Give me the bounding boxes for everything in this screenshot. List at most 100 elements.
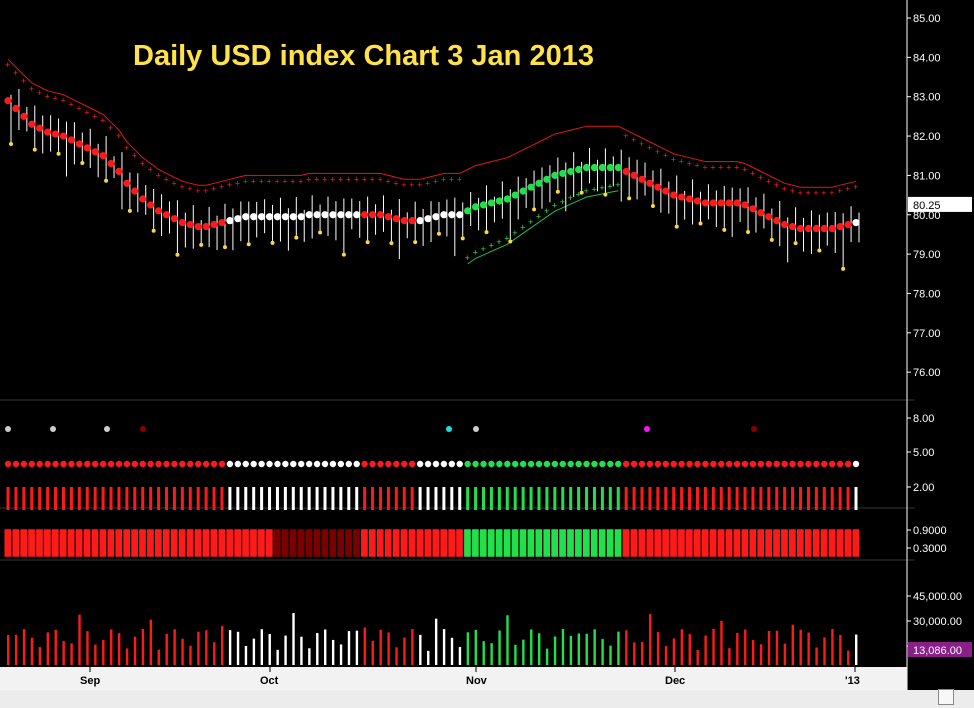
volume-bar (593, 629, 596, 665)
status-dot (805, 460, 812, 468)
volume-bar (395, 647, 398, 665)
signal-dot (484, 230, 489, 235)
signal-dot (841, 266, 846, 271)
stop-plus: + (671, 155, 676, 165)
status-dot (123, 460, 131, 468)
trend-dot (685, 195, 694, 203)
volume-bar (577, 633, 581, 665)
status-dot (432, 460, 440, 468)
trend-dot (781, 220, 789, 229)
panel-tick-label: 8.00 (913, 413, 934, 425)
trend-dot (131, 187, 139, 195)
trend-dot (250, 213, 258, 221)
stop-plus: + (766, 176, 771, 186)
stop-plus: + (195, 186, 200, 196)
status-bar (854, 487, 858, 510)
status-bar (339, 487, 343, 510)
trend-dot (281, 213, 289, 221)
stop-plus: + (76, 104, 81, 114)
volume-bar (553, 636, 557, 665)
volume-bar (625, 630, 628, 665)
status-dot (408, 460, 416, 468)
oscillator-block (416, 528, 424, 558)
signal-dot (579, 190, 584, 195)
stop-plus: + (116, 131, 121, 141)
stop-plus: + (813, 188, 818, 198)
status-bar (775, 487, 779, 510)
trend-dot (812, 224, 820, 233)
date-tick-label: Dec (665, 675, 685, 687)
oscillator-block (3, 528, 12, 558)
oscillator-block (408, 528, 416, 558)
volume-bar (30, 637, 34, 665)
signal-marker (104, 426, 110, 432)
oscillator-block (804, 528, 813, 558)
status-bar (545, 487, 549, 510)
stop-plus: + (132, 151, 137, 161)
volume-bar (379, 629, 382, 665)
stop-plus: + (108, 123, 113, 133)
oscillator-block (352, 528, 361, 558)
status-bar (489, 487, 493, 510)
volume-bar (54, 629, 57, 665)
signal-dot (746, 230, 751, 235)
panel-tick-label: 45,000.00 (913, 591, 962, 603)
status-bar (14, 487, 18, 510)
trend-dot (59, 132, 68, 140)
oscillator-block (511, 528, 519, 558)
stop-plus: + (465, 253, 470, 263)
status-dot (781, 460, 788, 468)
volume-bar (506, 615, 509, 665)
stop-plus: + (354, 174, 359, 184)
oscillator-block (162, 528, 171, 558)
volume-bar (220, 626, 224, 665)
volume-bar (419, 634, 422, 665)
oscillator-block (210, 528, 218, 558)
scroll-thumb[interactable] (938, 689, 954, 705)
oscillator-block (241, 528, 250, 558)
status-bar (442, 487, 446, 510)
oscillator-block (273, 528, 282, 558)
oscillator-block (11, 528, 20, 558)
volume-bar (434, 618, 438, 665)
volume-bar (759, 644, 763, 665)
horizontal-scrollbar[interactable] (0, 690, 974, 708)
volume-bar (46, 632, 50, 665)
status-dot (353, 460, 360, 468)
status-bar (331, 487, 335, 510)
trend-dot (606, 163, 614, 172)
oscillator-block (122, 528, 131, 558)
stop-plus: + (45, 92, 50, 102)
stop-plus: + (425, 178, 430, 188)
oscillator-block (225, 528, 234, 558)
stop-plus: + (251, 176, 256, 186)
stop-plus: + (639, 139, 644, 149)
trend-dot (590, 163, 599, 172)
stop-plus: + (734, 163, 739, 173)
status-bar (109, 487, 113, 510)
status-dot (36, 460, 43, 468)
oscillator-block (677, 528, 686, 558)
trend-dot (297, 213, 305, 221)
oscillator-block (534, 528, 543, 558)
trend-dot (836, 222, 844, 231)
trend-dot (844, 220, 852, 229)
status-dot (298, 460, 305, 468)
status-dot (789, 460, 796, 468)
volume-bar (268, 633, 271, 665)
stop-plus: + (528, 217, 533, 227)
volume-bar (537, 633, 541, 665)
stop-plus: + (409, 180, 414, 190)
status-dot (258, 460, 265, 468)
trend-dot (242, 213, 250, 221)
trend-dot (154, 207, 163, 215)
oscillator-block (75, 528, 83, 558)
trend-dot (368, 211, 377, 219)
volume-bar (712, 629, 715, 665)
signal-dot (9, 141, 13, 146)
stop-plus: + (92, 111, 97, 121)
status-bar (799, 487, 803, 510)
status-bar (85, 487, 89, 510)
volume-bar (339, 644, 343, 665)
stop-plus: + (758, 172, 763, 182)
